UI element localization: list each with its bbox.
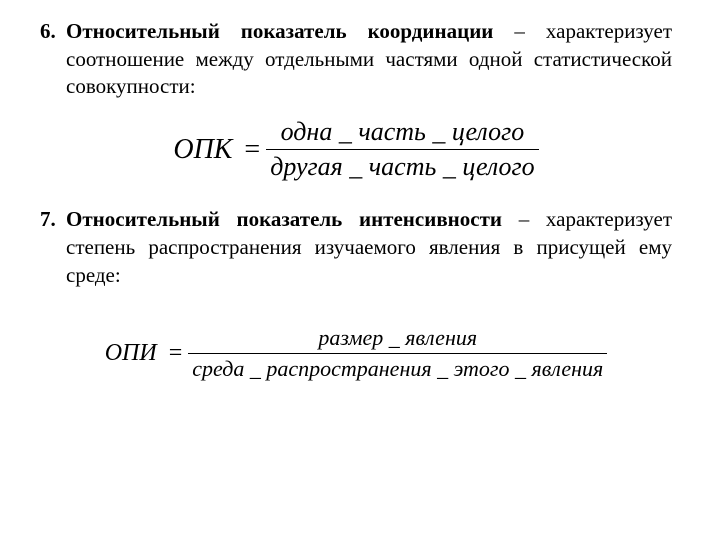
dash-6: – xyxy=(493,19,545,43)
term-6: Относительный показатель координации xyxy=(66,19,493,43)
formula-2: ОПИ = размер _ явления среда _ распростр… xyxy=(105,325,608,382)
fraction-1-denominator: другая _ часть _ целого xyxy=(266,152,538,182)
term-7: Относительный показатель интенсивности xyxy=(66,207,502,231)
formula-1-lhs: ОПК xyxy=(173,134,232,166)
formula-2-container: ОПИ = размер _ явления среда _ распростр… xyxy=(40,325,672,382)
formula-1-container: ОПК = одна _ часть _ целого другая _ час… xyxy=(40,117,672,182)
fraction-2-numerator: размер _ явления xyxy=(314,325,481,351)
formula-1: ОПК = одна _ часть _ целого другая _ час… xyxy=(173,117,538,182)
page-content: 6. Относительный показатель координации … xyxy=(0,0,720,416)
item-number: 7. xyxy=(40,206,66,289)
list-item-6: 6. Относительный показатель координации … xyxy=(40,18,672,101)
fraction-2-bar xyxy=(188,353,607,354)
equals-sign: = xyxy=(244,134,260,166)
fraction-2-denominator: среда _ распространения _ этого _ явлени… xyxy=(188,356,607,382)
equals-sign: = xyxy=(169,340,183,367)
fraction-1: одна _ часть _ целого другая _ часть _ ц… xyxy=(266,117,538,182)
item-text: Относительный показатель координации – х… xyxy=(66,18,672,101)
fraction-2: размер _ явления среда _ распространения… xyxy=(188,325,607,382)
dash-7: – xyxy=(502,207,546,231)
item-text: Относительный показатель интенсивности –… xyxy=(66,206,672,289)
formula-2-lhs: ОПИ xyxy=(105,340,157,367)
fraction-1-bar xyxy=(266,149,538,150)
fraction-1-numerator: одна _ часть _ целого xyxy=(277,117,529,147)
list-item-7: 7. Относительный показатель интенсивност… xyxy=(40,206,672,289)
item-number: 6. xyxy=(40,18,66,101)
